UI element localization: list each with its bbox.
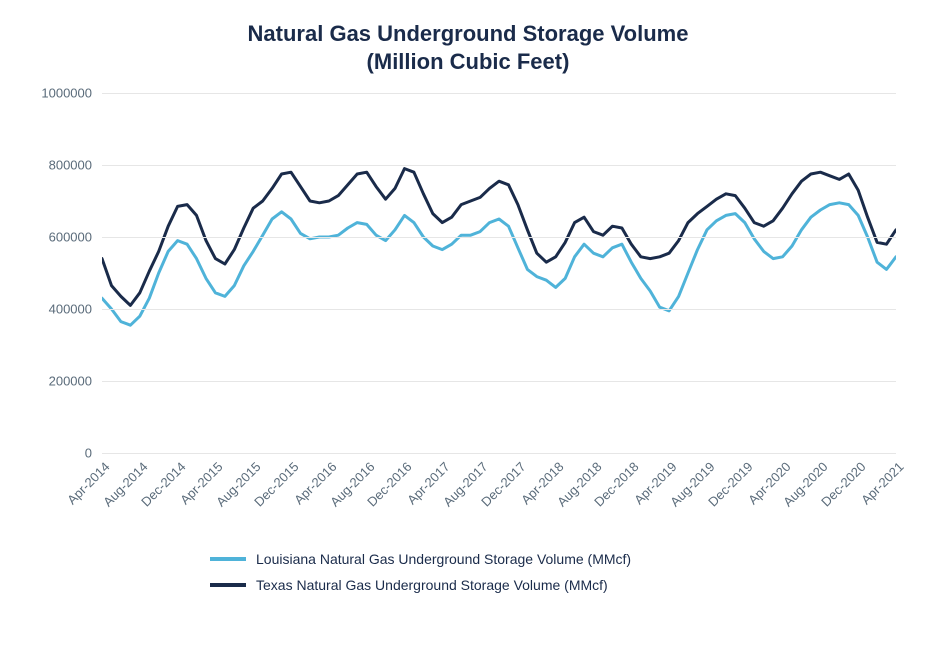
legend: Louisiana Natural Gas Underground Storag… bbox=[210, 551, 906, 593]
y-tick-label: 800000 bbox=[49, 158, 92, 173]
grid-line bbox=[102, 237, 896, 238]
grid-line bbox=[102, 165, 896, 166]
y-tick-label: 600000 bbox=[49, 230, 92, 245]
chart-container: Natural Gas Underground Storage Volume (… bbox=[0, 0, 936, 650]
x-axis: Apr-2014Aug-2014Dec-2014Apr-2015Aug-2015… bbox=[102, 453, 896, 543]
grid-line bbox=[102, 381, 896, 382]
chart-title: Natural Gas Underground Storage Volume (… bbox=[30, 20, 906, 75]
legend-label: Texas Natural Gas Underground Storage Vo… bbox=[256, 577, 608, 593]
chart-title-line1: Natural Gas Underground Storage Volume bbox=[30, 20, 906, 48]
legend-item-1: Texas Natural Gas Underground Storage Vo… bbox=[210, 577, 906, 593]
legend-swatch bbox=[210, 557, 246, 561]
y-axis: 02000004000006000008000001000000 bbox=[30, 93, 100, 453]
chart-title-line2: (Million Cubic Feet) bbox=[30, 48, 906, 76]
y-tick-label: 400000 bbox=[49, 302, 92, 317]
y-tick-label: 0 bbox=[85, 446, 92, 461]
y-tick-label: 200000 bbox=[49, 374, 92, 389]
grid-line bbox=[102, 309, 896, 310]
series-line-0 bbox=[102, 203, 896, 325]
plot-area: 02000004000006000008000001000000 bbox=[30, 93, 906, 453]
grid-line bbox=[102, 93, 896, 94]
legend-swatch bbox=[210, 583, 246, 587]
legend-label: Louisiana Natural Gas Underground Storag… bbox=[256, 551, 631, 567]
y-tick-label: 1000000 bbox=[41, 86, 92, 101]
legend-item-0: Louisiana Natural Gas Underground Storag… bbox=[210, 551, 906, 567]
line-plot-svg bbox=[102, 93, 896, 453]
